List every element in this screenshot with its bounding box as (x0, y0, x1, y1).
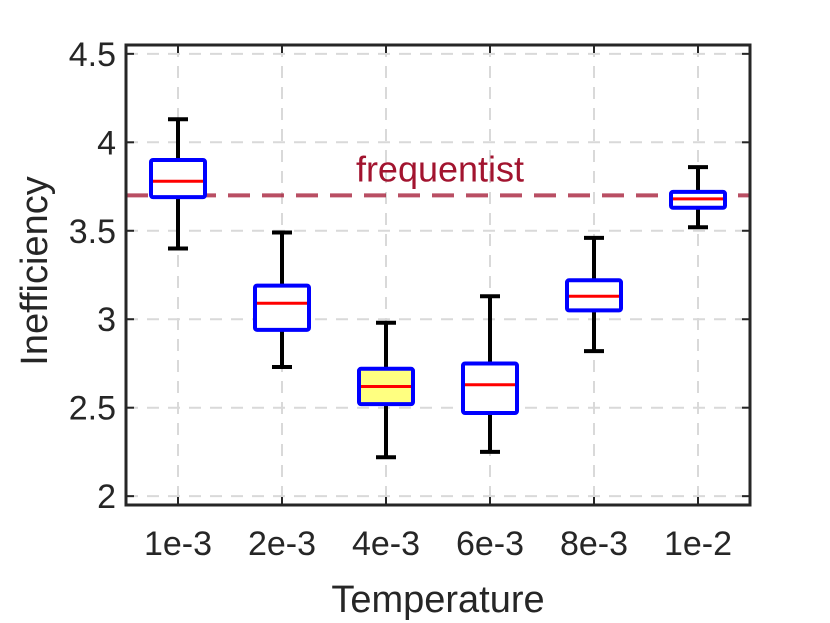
reference-line-label: frequentist (356, 148, 524, 189)
box-8e-3 (565, 235, 623, 354)
y-tick-label: 3.5 (69, 213, 116, 251)
x-tick-label: 1e-2 (664, 525, 732, 563)
boxes-group (149, 117, 727, 460)
x-tick-label: 6e-3 (456, 525, 524, 563)
y-tick-label: 4 (97, 124, 116, 162)
box-1e-2 (669, 165, 727, 230)
y-tick-label: 4.5 (69, 36, 116, 74)
box-body (253, 283, 311, 332)
x-tick-label: 1e-3 (144, 525, 212, 563)
box-4e-3 (357, 320, 415, 460)
x-tick-label: 2e-3 (248, 525, 316, 563)
grid-lines (126, 45, 750, 505)
y-tick-label: 2 (97, 478, 116, 516)
plot-area-frame (124, 43, 752, 507)
box-2e-3 (253, 230, 311, 369)
y-tick-label: 3 (97, 301, 116, 339)
box-1e-3 (149, 117, 207, 251)
x-tick-label: 4e-3 (352, 525, 420, 563)
x-tick-label: 8e-3 (560, 525, 628, 563)
y-axis-ticks: 2 2.5 3 3.5 4 4.5 (69, 36, 750, 516)
box-body (461, 361, 519, 416)
y-axis-label: Inefficiency (14, 176, 56, 365)
box-6e-3 (461, 294, 519, 454)
y-tick-label: 2.5 (69, 390, 116, 428)
x-axis-ticks: 1e-3 2e-3 4e-3 6e-3 8e-3 1e-2 (144, 45, 732, 563)
x-axis-label: Temperature (331, 579, 544, 621)
box-body (149, 158, 207, 200)
